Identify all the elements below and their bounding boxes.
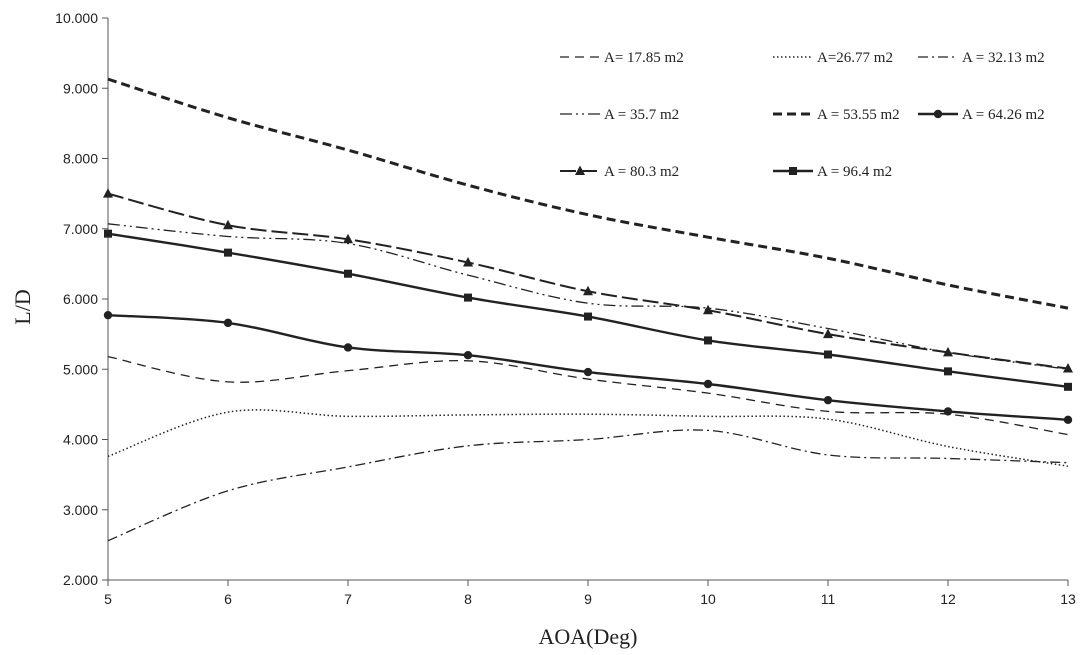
legend-label: A = 53.55 m2 (817, 107, 900, 123)
legend-item: A = 64.26 m2 (918, 107, 1045, 123)
legend-label: A = 80.3 m2 (604, 164, 679, 180)
legend-item: A = 32.13 m2 (918, 50, 1045, 66)
legend-item: A = 35.7 m2 (560, 107, 679, 123)
data-point (583, 367, 593, 377)
legend-item: A= 17.85 m2 (560, 50, 684, 66)
data-point (823, 328, 833, 339)
y-tick-label: 3.000 (63, 502, 98, 518)
data-point (224, 248, 232, 257)
data-point (943, 346, 953, 357)
data-point (944, 367, 952, 376)
y-tick-label: 10.000 (55, 10, 98, 26)
data-point (824, 350, 832, 359)
series-2 (107, 409, 1069, 467)
series-line (107, 223, 1069, 370)
legend-item: A=26.77 m2 (773, 50, 893, 66)
data-point (703, 379, 713, 389)
legend-label: A = 96.4 m2 (817, 164, 892, 180)
series-line (107, 355, 1069, 436)
legend-label: A = 32.13 m2 (962, 50, 1045, 66)
series-4 (107, 223, 1069, 370)
series-7 (103, 188, 1073, 373)
y-tick-label: 5.000 (63, 361, 98, 377)
legend-label: A=26.77 m2 (817, 50, 893, 66)
data-point (343, 343, 353, 352)
data-point (223, 219, 233, 230)
x-tick-label: 11 (821, 591, 836, 607)
legend-marker (575, 165, 585, 175)
legend-label: A = 35.7 m2 (604, 107, 679, 123)
legend-item: A = 80.3 m2 (560, 164, 679, 180)
data-point (463, 351, 473, 360)
x-tick-label: 9 (584, 591, 592, 607)
series-8 (104, 229, 1072, 391)
x-tick-label: 12 (940, 591, 956, 607)
series-3 (107, 429, 1069, 542)
data-point (1064, 382, 1072, 391)
data-point (104, 229, 112, 238)
legend-item: A = 53.55 m2 (773, 107, 900, 123)
y-tick-label: 8.000 (63, 151, 98, 167)
series-6 (103, 310, 1073, 425)
data-point (943, 407, 953, 416)
legend-item: A = 96.4 m2 (773, 164, 892, 180)
data-point (463, 256, 473, 267)
data-point (464, 293, 472, 302)
legend-label: A = 64.26 m2 (962, 107, 1045, 123)
x-tick-label: 8 (464, 591, 472, 607)
series-layer (103, 77, 1073, 542)
y-tick-label: 4.000 (63, 432, 98, 448)
x-tick-label: 6 (224, 591, 232, 607)
data-point (823, 395, 833, 405)
y-tick-label: 9.000 (63, 80, 98, 96)
data-point (223, 318, 233, 328)
data-point (584, 312, 592, 321)
series-1 (107, 355, 1069, 436)
data-point (103, 310, 113, 320)
data-point (344, 269, 352, 278)
legend-marker (789, 167, 797, 175)
y-tick-label: 7.000 (63, 221, 98, 237)
data-point (1063, 415, 1073, 425)
x-tick-label: 5 (104, 591, 112, 607)
x-tick-label: 7 (344, 591, 352, 607)
x-tick-label: 10 (700, 591, 716, 607)
y-tick-label: 6.000 (63, 291, 98, 307)
series-line (107, 409, 1069, 467)
x-axis-title: AOA(Deg) (539, 624, 638, 649)
data-point (1063, 363, 1073, 373)
data-point (103, 188, 113, 198)
series-line (107, 77, 1069, 310)
axes: 2.000 3.000 4.000 5.000 6.000 7.000 8.000 9.000… (55, 10, 1076, 607)
data-point (583, 285, 593, 296)
x-tick-label: 13 (1060, 591, 1076, 607)
series-5 (107, 77, 1069, 310)
y-tick-label: 2.000 (63, 572, 98, 588)
data-point (703, 304, 713, 315)
data-point (343, 233, 353, 244)
y-axis-title: L/D (10, 289, 35, 324)
legend: A= 17.85 m2 A=26.77 m2 A = 32.13 m2 A = 35.… (560, 50, 1045, 180)
series-line (107, 429, 1069, 542)
legend-marker (933, 109, 943, 119)
legend-label: A= 17.85 m2 (604, 50, 684, 66)
data-point (704, 336, 712, 345)
